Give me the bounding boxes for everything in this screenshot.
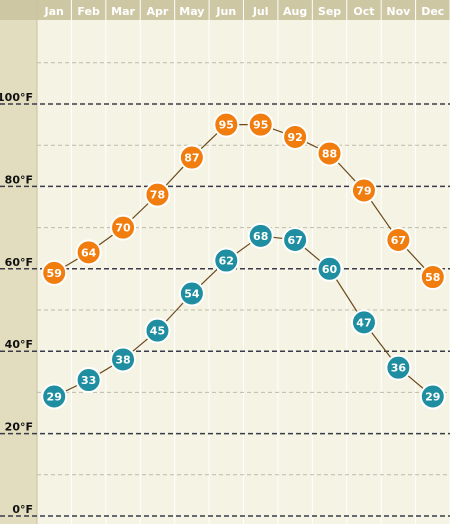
data-point-low [144, 317, 171, 344]
month-label-feb: Feb [77, 5, 100, 18]
month-label-aug: Aug [283, 5, 307, 18]
data-point-low [110, 346, 137, 373]
month-label-jan: Jan [44, 5, 64, 18]
data-label-high: 79 [356, 185, 371, 198]
data-point-low [213, 247, 240, 274]
data-point-low [178, 280, 205, 307]
month-label-apr: Apr [147, 5, 169, 18]
data-point-high [282, 123, 309, 150]
data-label-low: 60 [322, 263, 338, 276]
month-label-may: May [179, 5, 204, 18]
data-point-low [247, 222, 274, 249]
data-point-high [247, 111, 274, 138]
data-label-high: 92 [287, 131, 302, 144]
data-label-low: 68 [253, 230, 268, 243]
y-tick-label: 40°F [5, 338, 33, 351]
data-label-low: 33 [81, 374, 96, 387]
month-header [0, 0, 450, 20]
month-label-dec: Dec [421, 5, 444, 18]
data-point-low [282, 226, 309, 253]
data-point-high [419, 264, 446, 291]
data-label-high: 78 [150, 189, 165, 202]
header-band [0, 0, 450, 20]
y-tick-label: 100°F [0, 91, 33, 104]
y-axis-labels: 0°F 20°F 40°F 60°F 80°F 100°F [0, 91, 33, 516]
data-label-high: 95 [253, 119, 268, 132]
data-label-low: 29 [425, 391, 440, 404]
month-label-oct: Oct [353, 5, 374, 18]
data-point-low [385, 354, 412, 381]
low-temperature-series: 29 33 38 45 54 62 68 67 60 47 36 29 [41, 222, 446, 410]
data-label-low: 29 [47, 391, 62, 404]
data-point-high [75, 239, 102, 266]
data-label-low: 47 [356, 316, 371, 329]
data-point-high [316, 140, 343, 167]
high-temperature-series: 59 64 70 78 87 95 95 92 88 79 67 58 [41, 111, 446, 291]
data-point-low [41, 383, 68, 410]
data-point-high [110, 214, 137, 241]
y-tick-label: 0°F [12, 503, 33, 516]
data-label-low: 67 [287, 234, 302, 247]
data-point-low [419, 383, 446, 410]
month-labels: Jan Feb Mar Apr May Jun Jul Aug Sep Oct Nov Dec [44, 5, 445, 18]
y-tick-label: 80°F [5, 173, 33, 186]
data-point-high [178, 144, 205, 171]
data-label-high: 58 [425, 271, 440, 284]
month-label-jun: Jun [215, 5, 236, 18]
month-label-jul: Jul [252, 5, 269, 18]
data-point-high [144, 181, 171, 208]
data-point-high [385, 226, 412, 253]
data-point-high [41, 259, 68, 286]
data-label-low: 45 [150, 325, 165, 338]
data-label-high: 64 [81, 246, 97, 259]
data-label-high: 87 [184, 152, 199, 165]
data-label-low: 38 [115, 353, 130, 366]
data-label-high: 67 [391, 234, 406, 247]
data-label-low: 36 [391, 362, 407, 375]
data-point-high [350, 177, 377, 204]
data-label-high: 88 [322, 147, 337, 160]
data-point-low [316, 255, 343, 282]
data-label-high: 70 [115, 222, 131, 235]
data-point-high [213, 111, 240, 138]
data-point-low [75, 367, 102, 394]
data-label-low: 54 [184, 288, 200, 301]
data-label-high: 95 [219, 119, 234, 132]
y-tick-label: 60°F [5, 256, 33, 269]
data-label-high: 59 [47, 267, 62, 280]
month-label-nov: Nov [386, 5, 411, 18]
month-label-sep: Sep [318, 5, 341, 18]
month-label-mar: Mar [111, 5, 135, 18]
data-label-low: 62 [219, 255, 234, 268]
data-point-low [350, 309, 377, 336]
y-tick-label: 20°F [5, 421, 33, 434]
